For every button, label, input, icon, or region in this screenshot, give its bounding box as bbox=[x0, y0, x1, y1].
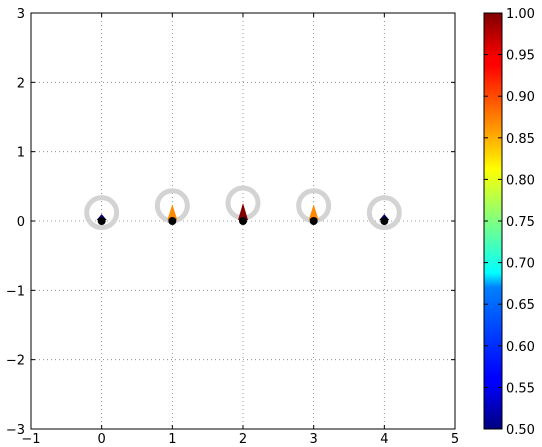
data-point bbox=[239, 217, 247, 225]
ring-marker bbox=[366, 195, 402, 231]
arrow-marker bbox=[308, 204, 319, 220]
x-tick-label: 1 bbox=[168, 432, 176, 447]
arrow-marker bbox=[167, 204, 178, 220]
colorbar-tick-label: 0.80 bbox=[506, 173, 535, 188]
colorbar-tick-label: 0.75 bbox=[506, 215, 535, 230]
y-tick-label: −2 bbox=[6, 354, 25, 369]
x-tick-label: 3 bbox=[310, 432, 318, 447]
y-tick-label: 3 bbox=[17, 7, 25, 22]
ring-marker bbox=[84, 195, 120, 231]
colorbar-tick-label: 0.55 bbox=[506, 381, 535, 396]
y-tick-label: 1 bbox=[17, 146, 25, 161]
x-tick-label: 4 bbox=[380, 432, 388, 447]
colorbar-tick-label: 1.00 bbox=[506, 7, 535, 22]
colorbar-tick-label: 0.95 bbox=[506, 49, 535, 64]
colorbar-tick-label: 0.70 bbox=[506, 257, 535, 272]
x-tick-label: −1 bbox=[21, 432, 40, 447]
colorbar-tick-label: 0.85 bbox=[506, 132, 535, 147]
arrow-marker bbox=[238, 202, 248, 220]
data-point bbox=[97, 217, 106, 225]
colorbar-ticks: 0.50 0.55 0.60 0.65 0.70 0.75 0.80 0.85 0.90 0.95… bbox=[484, 7, 535, 438]
data-marks bbox=[84, 185, 402, 231]
colorbar-tick-label: 0.90 bbox=[506, 90, 535, 105]
data-point bbox=[380, 217, 389, 225]
y-tick-label: −1 bbox=[6, 284, 25, 299]
x-tick-label: 2 bbox=[239, 432, 247, 447]
colorbar-tick-label: 0.60 bbox=[506, 340, 535, 355]
colorbar-tick-label: 0.65 bbox=[506, 298, 535, 313]
colorbar-tick-label: 0.50 bbox=[506, 423, 535, 438]
data-point bbox=[309, 217, 318, 225]
x-tick-label: 5 bbox=[451, 432, 459, 447]
data-point bbox=[168, 217, 177, 225]
y-tick-label: 2 bbox=[17, 76, 25, 91]
axis-ticks: −1 0 1 2 3 4 5 −3 −2 −1 0 1 2 3 bbox=[6, 7, 459, 447]
x-tick-label: 0 bbox=[98, 432, 106, 447]
y-tick-label: 0 bbox=[17, 215, 25, 230]
y-tick-label: −3 bbox=[6, 423, 25, 438]
